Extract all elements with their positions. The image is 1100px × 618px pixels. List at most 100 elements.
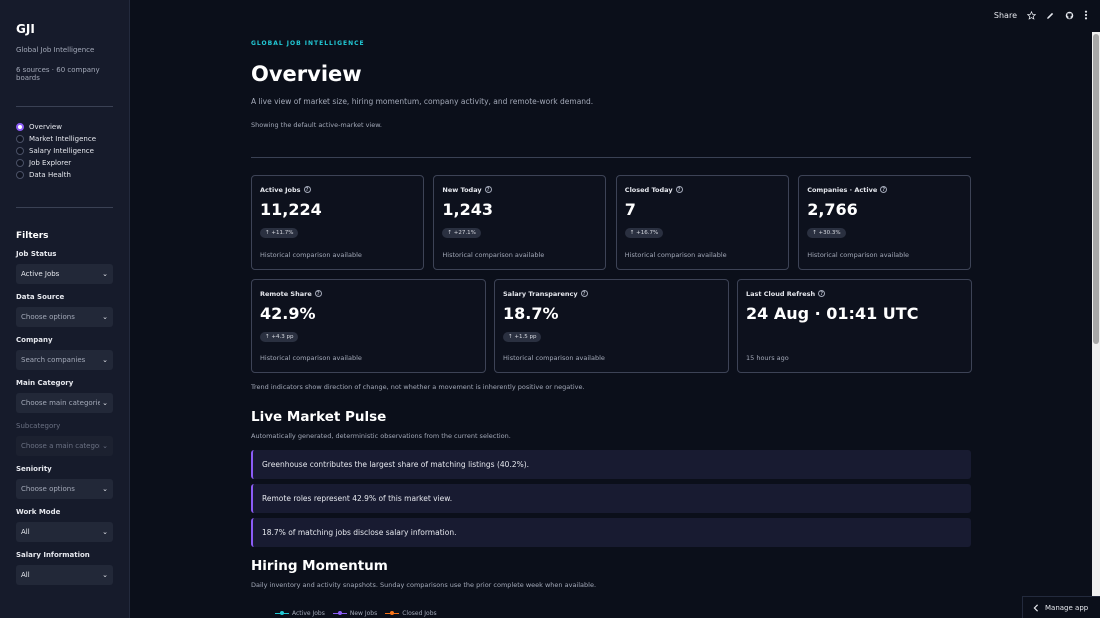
metric-value: 2,766: [807, 200, 858, 219]
legend-item[interactable]: Closed Jobs: [385, 610, 437, 617]
filters: Job Status Active Jobs ⌄ Data Source Choose …: [16, 250, 113, 585]
filter-select-main-category[interactable]: Choose main categories ⌄: [16, 393, 113, 413]
legend-item[interactable]: New Jobs: [332, 610, 377, 617]
legend-label: Closed Jobs: [402, 610, 437, 617]
legend-line-icon: [275, 611, 289, 615]
filter-label: Work Mode: [16, 508, 61, 516]
github-icon[interactable]: [1065, 11, 1074, 20]
help-icon[interactable]: ?: [818, 290, 826, 297]
metric-footnote: 15 hours ago: [746, 354, 789, 362]
sidebar-divider: [16, 207, 113, 208]
pulse-item: Remote roles represent 42.9% of this mar…: [251, 484, 971, 513]
metric-delta-badge: ↑ +11.7%: [260, 228, 299, 238]
sidebar-nav: Overview Market Intelligence Salary Intell…: [16, 121, 113, 181]
pencil-icon[interactable]: [1046, 11, 1055, 20]
nav-item-job-explorer[interactable]: Job Explorer: [16, 157, 113, 169]
manage-app-button[interactable]: Manage app: [1022, 596, 1100, 618]
nav-item-market-intelligence[interactable]: Market Intelligence: [16, 133, 113, 145]
arrow-up-icon: ↑: [508, 334, 515, 340]
filter-select-data-source[interactable]: Choose options ⌄: [16, 307, 113, 327]
arrow-up-icon: ↑: [812, 230, 819, 236]
share-button[interactable]: Share: [993, 10, 1017, 20]
filter-label: Subcategory: [16, 422, 61, 430]
metric-footnote: Historical comparison available: [260, 251, 362, 259]
filter-label: Job Status: [16, 250, 57, 258]
help-icon[interactable]: ?: [580, 290, 588, 297]
metric-label-row: New Today?: [442, 185, 597, 194]
help-icon[interactable]: ?: [880, 186, 888, 193]
metric-value: 42.9%: [260, 304, 316, 323]
metric-delta: +30.3%: [818, 230, 841, 236]
metric-value: 7: [624, 200, 636, 219]
radio-icon[interactable]: [16, 135, 24, 143]
trend-note: Trend indicators show direction of chang…: [251, 383, 585, 391]
metric-delta-badge: ↑ +30.3%: [807, 228, 846, 238]
legend-item[interactable]: Active Jobs: [275, 610, 325, 617]
nav-item-overview[interactable]: Overview: [16, 121, 113, 133]
metric-value: 11,224: [260, 200, 322, 219]
metric-delta: +1.5 pp: [514, 334, 537, 340]
chart-legend: Active Jobs New Jobs Closed Jobs: [275, 610, 437, 617]
nav-item-label: Overview: [29, 123, 62, 131]
filter-select-company[interactable]: Search companies ⌄: [16, 350, 113, 370]
help-icon[interactable]: ?: [675, 186, 683, 193]
arrow-up-icon: ↑: [265, 230, 272, 236]
filter-value: Choose options: [21, 313, 75, 321]
metric-label: Salary Transparency: [503, 289, 578, 298]
page-description: A live view of market size, hiring momen…: [251, 97, 594, 106]
chevron-down-icon: ⌄: [102, 313, 108, 321]
help-icon[interactable]: ?: [303, 186, 311, 193]
metric-delta: +11.7%: [271, 230, 294, 236]
metric-label: Closed Today: [624, 185, 673, 194]
scrollbar-thumb[interactable]: [1093, 34, 1099, 344]
pulse-subtitle: Automatically generated, deterministic o…: [251, 432, 511, 440]
star-icon[interactable]: [1027, 10, 1036, 20]
metric-delta: +16.7%: [636, 230, 659, 236]
nav-item-data-health[interactable]: Data Health: [16, 169, 113, 181]
page-note: Showing the default active-market view.: [251, 121, 382, 129]
help-icon[interactable]: ?: [314, 290, 322, 297]
legend-line-icon: [332, 611, 347, 615]
help-icon[interactable]: ?: [484, 186, 492, 193]
radio-icon[interactable]: [16, 159, 24, 167]
pulse-title: Live Market Pulse: [251, 409, 387, 425]
filter-select-seniority[interactable]: Choose options ⌄: [16, 479, 113, 499]
filter-value: Choose main categories: [21, 399, 101, 407]
arrow-up-icon: ↑: [629, 230, 637, 236]
more-vertical-icon[interactable]: [1084, 10, 1088, 20]
metric-delta: +4.3 pp: [271, 334, 294, 340]
app-title: GJI: [16, 22, 35, 36]
chevron-down-icon: ⌄: [102, 485, 108, 493]
metric-label: Active Jobs: [260, 185, 301, 194]
chevron-down-icon: ⌄: [102, 528, 108, 536]
legend-label: Active Jobs: [292, 610, 325, 617]
filter-value: Active Jobs: [21, 270, 60, 278]
radio-icon[interactable]: [16, 123, 24, 131]
manage-app-label: Manage app: [1045, 603, 1089, 612]
nav-item-salary-intelligence[interactable]: Salary Intelligence: [16, 145, 113, 157]
chevron-down-icon: ⌄: [102, 442, 108, 450]
nav-item-label: Market Intelligence: [29, 135, 97, 143]
filter-select-work-mode[interactable]: All ⌄: [16, 522, 113, 542]
app-sources: 6 sources · 60 company boards: [16, 66, 100, 82]
nav-item-label: Data Health: [29, 171, 71, 179]
metric-footnote: Historical comparison available: [503, 354, 605, 362]
filter-label: Salary Information: [16, 551, 90, 559]
page-title: Overview: [251, 62, 362, 86]
momentum-title: Hiring Momentum: [251, 558, 388, 574]
filter-select-salary-information[interactable]: All ⌄: [16, 565, 113, 585]
metric-footnote: Historical comparison available: [260, 354, 362, 362]
radio-icon[interactable]: [16, 147, 24, 155]
metric-delta-badge: ↑ +4.3 pp: [260, 332, 299, 342]
metric-delta: +27.1%: [453, 230, 476, 236]
chevron-down-icon: ⌄: [102, 356, 108, 364]
header-divider: [251, 157, 971, 158]
metric-value: 1,243: [442, 200, 493, 219]
top-toolbar: Share: [994, 10, 1088, 20]
filter-value: Choose a main category: [21, 442, 101, 450]
filter-label: Company: [16, 336, 53, 344]
app-subtitle: Global Job Intelligence: [16, 46, 95, 54]
metric-card-remote-share: Remote Share? 42.9% ↑ +4.3 pp Historical co…: [251, 279, 486, 373]
filter-select-job-status[interactable]: Active Jobs ⌄: [16, 264, 113, 284]
radio-icon[interactable]: [16, 171, 24, 179]
